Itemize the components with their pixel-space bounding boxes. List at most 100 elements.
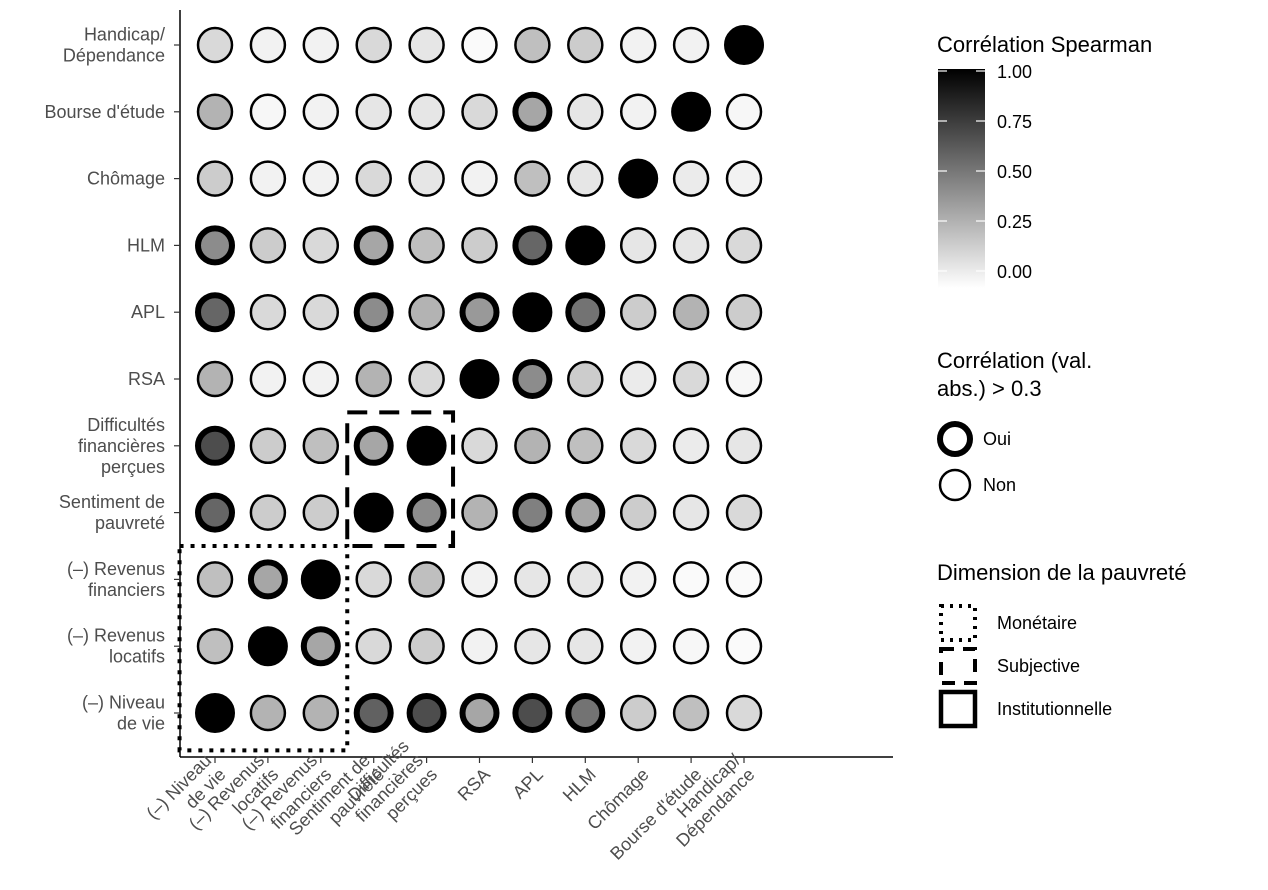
correlation-circle (302, 93, 340, 131)
correlation-circle (619, 293, 657, 331)
x-tick-label: HLM (559, 764, 600, 805)
colorbar-tick-label: 0.50 (997, 162, 1032, 182)
correlation-circle (196, 26, 234, 64)
correlation-circle (302, 360, 340, 398)
correlation-circle (300, 626, 341, 667)
correlation-circle (512, 225, 553, 266)
correlation-circle (672, 627, 710, 665)
correlation-circle (671, 91, 712, 132)
correlation-circle (619, 561, 657, 598)
correlation-circle (672, 427, 710, 465)
correlation-circle (619, 360, 657, 398)
correlation-circle (353, 693, 394, 733)
dimension-legend-label: Institutionnelle (997, 699, 1112, 719)
correlation-circle (461, 561, 498, 598)
correlation-circle (355, 93, 392, 131)
correlation-circle (408, 293, 445, 331)
y-tick-label: (–) Revenus financiers (67, 559, 165, 600)
y-tick-label: (–) Revenus locatifs (67, 626, 165, 667)
correlation-circle (408, 160, 445, 197)
colorbar-tick-label: 0.75 (997, 112, 1032, 132)
strength-legend-label: Oui (983, 429, 1011, 449)
dimension-legend-title: Dimension de la pauvreté (937, 560, 1186, 585)
correlation-circle (512, 492, 553, 533)
y-tick-label-line: locatifs (109, 647, 165, 667)
correlation-circle (461, 494, 498, 531)
correlation-circle (195, 225, 235, 266)
y-tick-label-line: Chômage (87, 169, 165, 189)
correlation-circle (302, 694, 340, 732)
y-tick-label: Bourse d'étude (44, 102, 165, 122)
correlation-circle (247, 559, 288, 600)
y-tick-label: HLM (127, 235, 165, 255)
correlation-circle (565, 292, 606, 333)
colorbar-tick-label: 0.25 (997, 212, 1032, 232)
correlation-circle (725, 494, 763, 531)
correlation-circle (565, 693, 606, 733)
correlation-circle (408, 93, 445, 131)
correlation-circle (514, 26, 551, 64)
correlation-circle (514, 427, 551, 465)
correlation-circle (408, 26, 445, 64)
correlation-circle (619, 494, 657, 531)
y-tick-label: Difficultés financières perçues (78, 415, 165, 477)
correlation-circle (355, 561, 392, 598)
y-tick-label-line: Dépendance (63, 46, 165, 66)
correlation-circle (461, 160, 498, 197)
correlation-circle (249, 93, 287, 131)
dimension-legend-key-dotted (939, 604, 977, 642)
y-tick-label-line: Sentiment de (59, 492, 165, 512)
correlation-circle (355, 627, 392, 665)
correlation-circle (196, 360, 234, 398)
correlation-circle (461, 227, 498, 264)
correlation-circle (406, 693, 447, 733)
x-tick-label: APL (509, 764, 547, 802)
correlation-circle (725, 694, 763, 732)
plot-area: (–) Niveau de vie(–) Revenus locatifs(–) R… (44, 10, 893, 864)
correlation-circle (565, 225, 606, 266)
x-tick-label-line: HLM (559, 764, 600, 805)
correlation-circle (565, 492, 606, 533)
correlation-circle (672, 360, 710, 398)
strength-legend-label: Non (983, 475, 1016, 495)
correlation-circle (514, 160, 551, 197)
correlation-circle (567, 627, 604, 665)
correlation-circle (567, 160, 604, 197)
correlation-circle (514, 561, 551, 598)
y-tick-label: (–) Niveau de vie (82, 693, 165, 734)
y-tick-label-line: financières (78, 436, 165, 456)
correlation-circle (249, 360, 287, 398)
strength-legend-title: abs.) > 0.3 (937, 376, 1042, 401)
y-tick-label-line: Difficultés (87, 415, 165, 435)
correlation-circle (725, 293, 763, 331)
correlation-circle (672, 160, 710, 197)
correlation-circle (725, 627, 763, 665)
strength-legend-key (937, 421, 973, 457)
correlation-circle (302, 293, 340, 331)
y-tick-label-line: pauvreté (95, 513, 165, 533)
correlation-circle (195, 492, 235, 533)
y-tick-label-line: Handicap/ (84, 25, 165, 45)
correlation-circle (512, 693, 553, 733)
correlation-circle (196, 160, 234, 197)
correlation-circle (408, 227, 445, 264)
correlation-circle (459, 693, 500, 733)
correlation-circle (512, 359, 553, 399)
correlation-circle (725, 427, 763, 465)
y-tick-label-line: (–) Revenus (67, 626, 165, 646)
y-tick-label-line: perçues (101, 457, 165, 477)
correlation-circle (619, 227, 657, 264)
correlation-circle (672, 26, 710, 64)
correlation-circle (406, 492, 447, 533)
y-tick-label-line: APL (131, 302, 165, 322)
correlation-circle (514, 627, 551, 665)
correlation-circle (619, 26, 657, 64)
correlation-circle (195, 292, 235, 333)
x-tick-label-line: APL (509, 764, 547, 802)
correlation-circle (567, 427, 604, 465)
y-tick-label-line: RSA (128, 369, 165, 389)
x-tick-label: Difficultésfinancièresperçues (337, 736, 441, 840)
correlation-circle (724, 25, 764, 65)
y-tick-label: Chômage (87, 169, 165, 189)
